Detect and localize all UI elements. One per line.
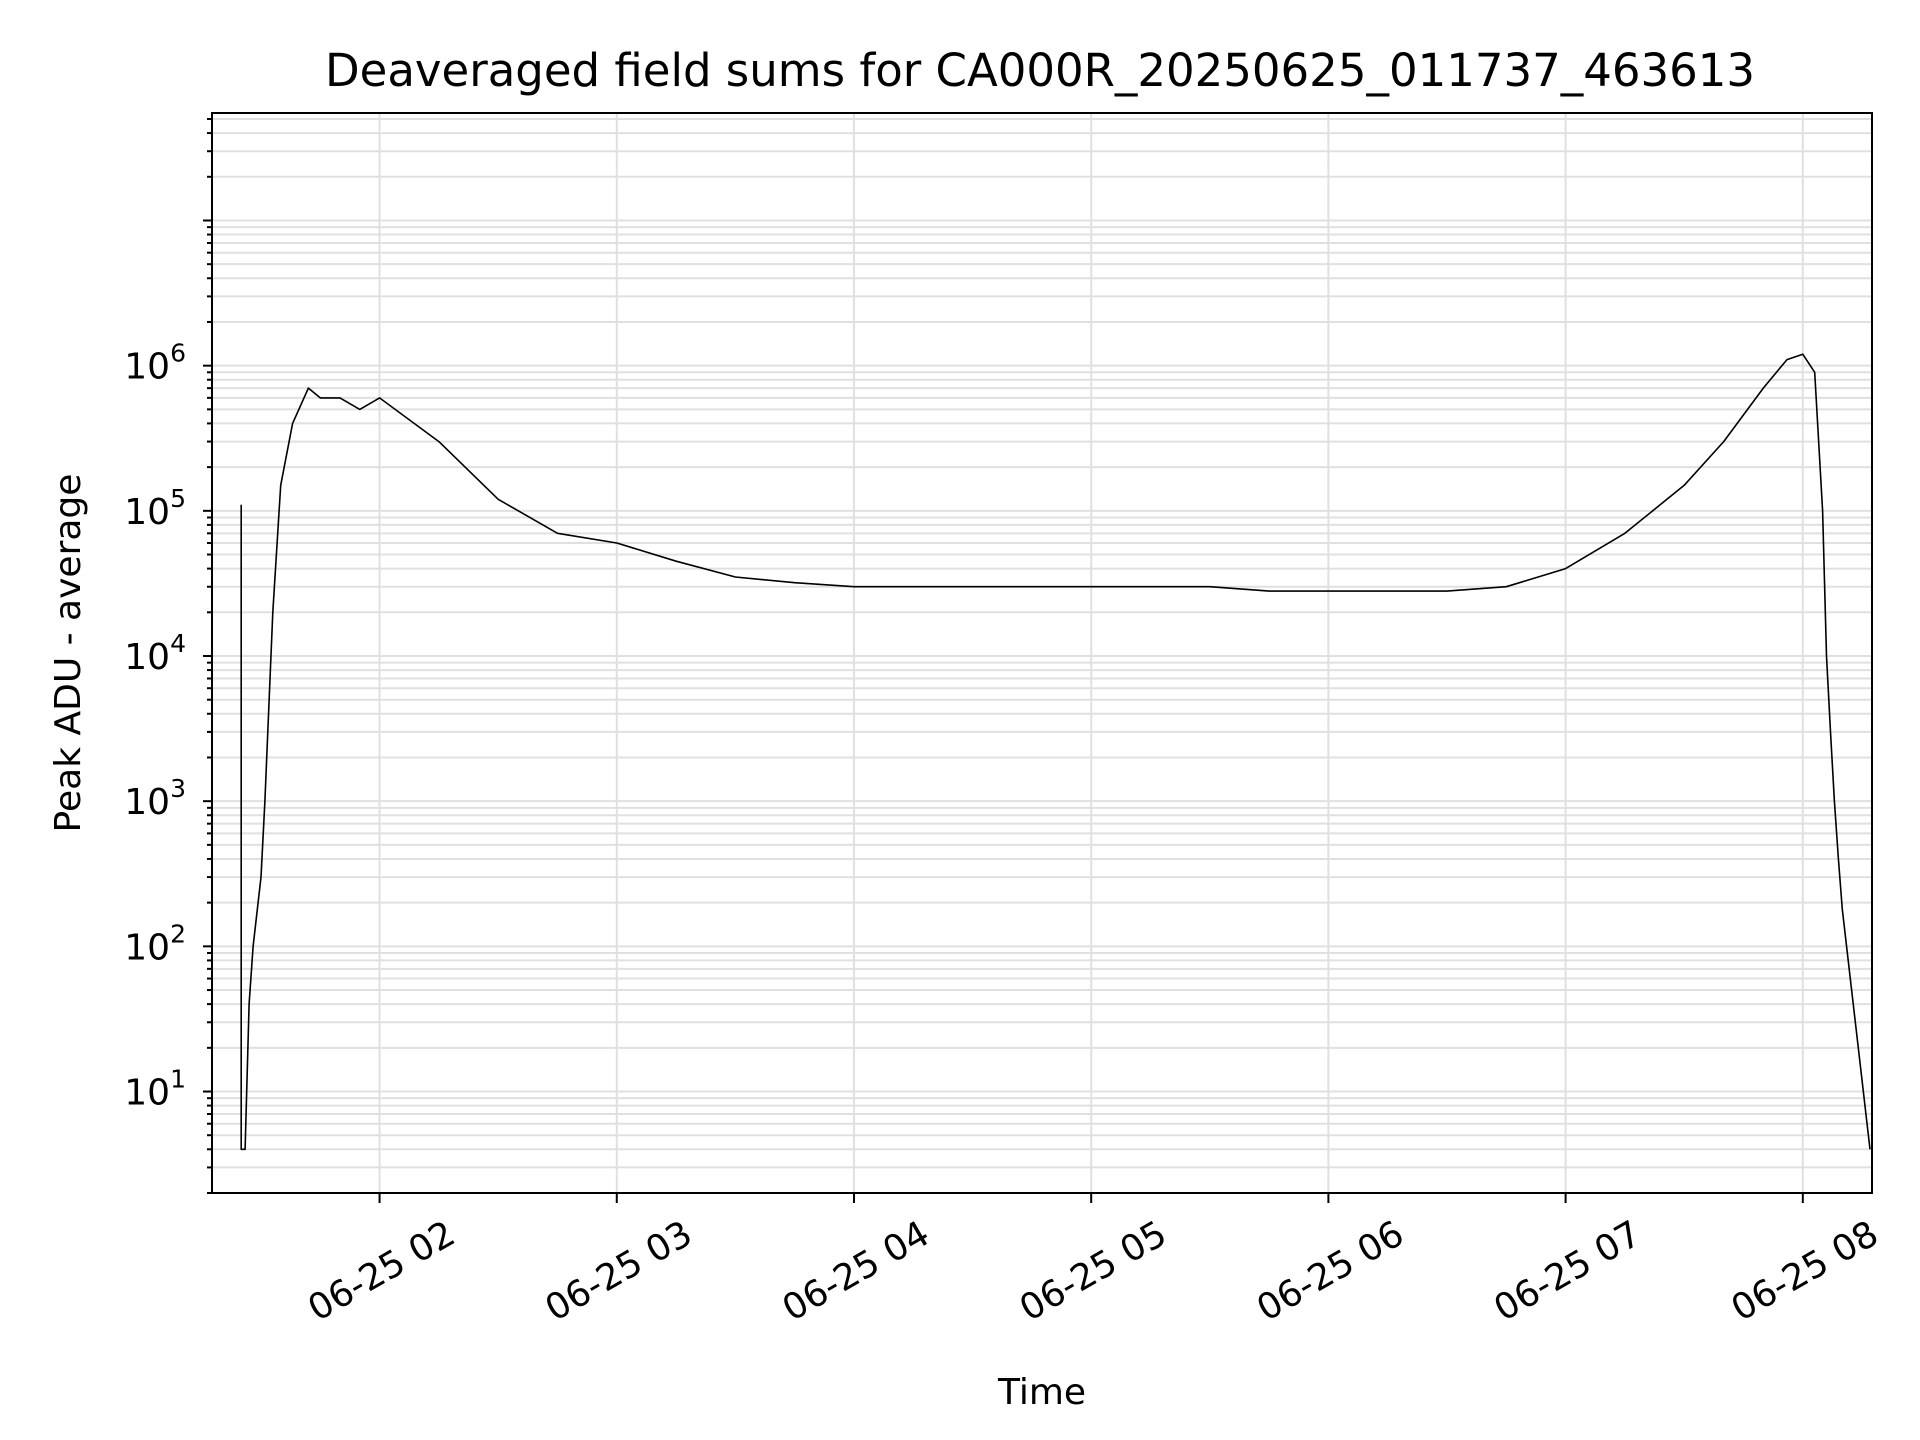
y-axis-label: Peak ADU - average [48, 474, 89, 833]
y-tick-label: 105 [124, 484, 186, 533]
series-line [240, 353, 1871, 1151]
plot-frame [211, 112, 1873, 1194]
y-tick-label: 104 [124, 629, 186, 678]
y-tick-label: 101 [124, 1065, 186, 1114]
y-axis: 101 102 103 104 105 106 [124, 118, 212, 1194]
x-axis-label: Time [997, 1372, 1086, 1413]
y-tick-label: 102 [124, 919, 186, 968]
series-layer [240, 353, 1871, 1151]
y-tick-label: 103 [124, 774, 186, 823]
grid [212, 113, 1872, 1194]
chart-title: Deaveraged field sums for CA000R_2025062… [325, 44, 1755, 97]
y-tick-label: 106 [124, 339, 186, 388]
